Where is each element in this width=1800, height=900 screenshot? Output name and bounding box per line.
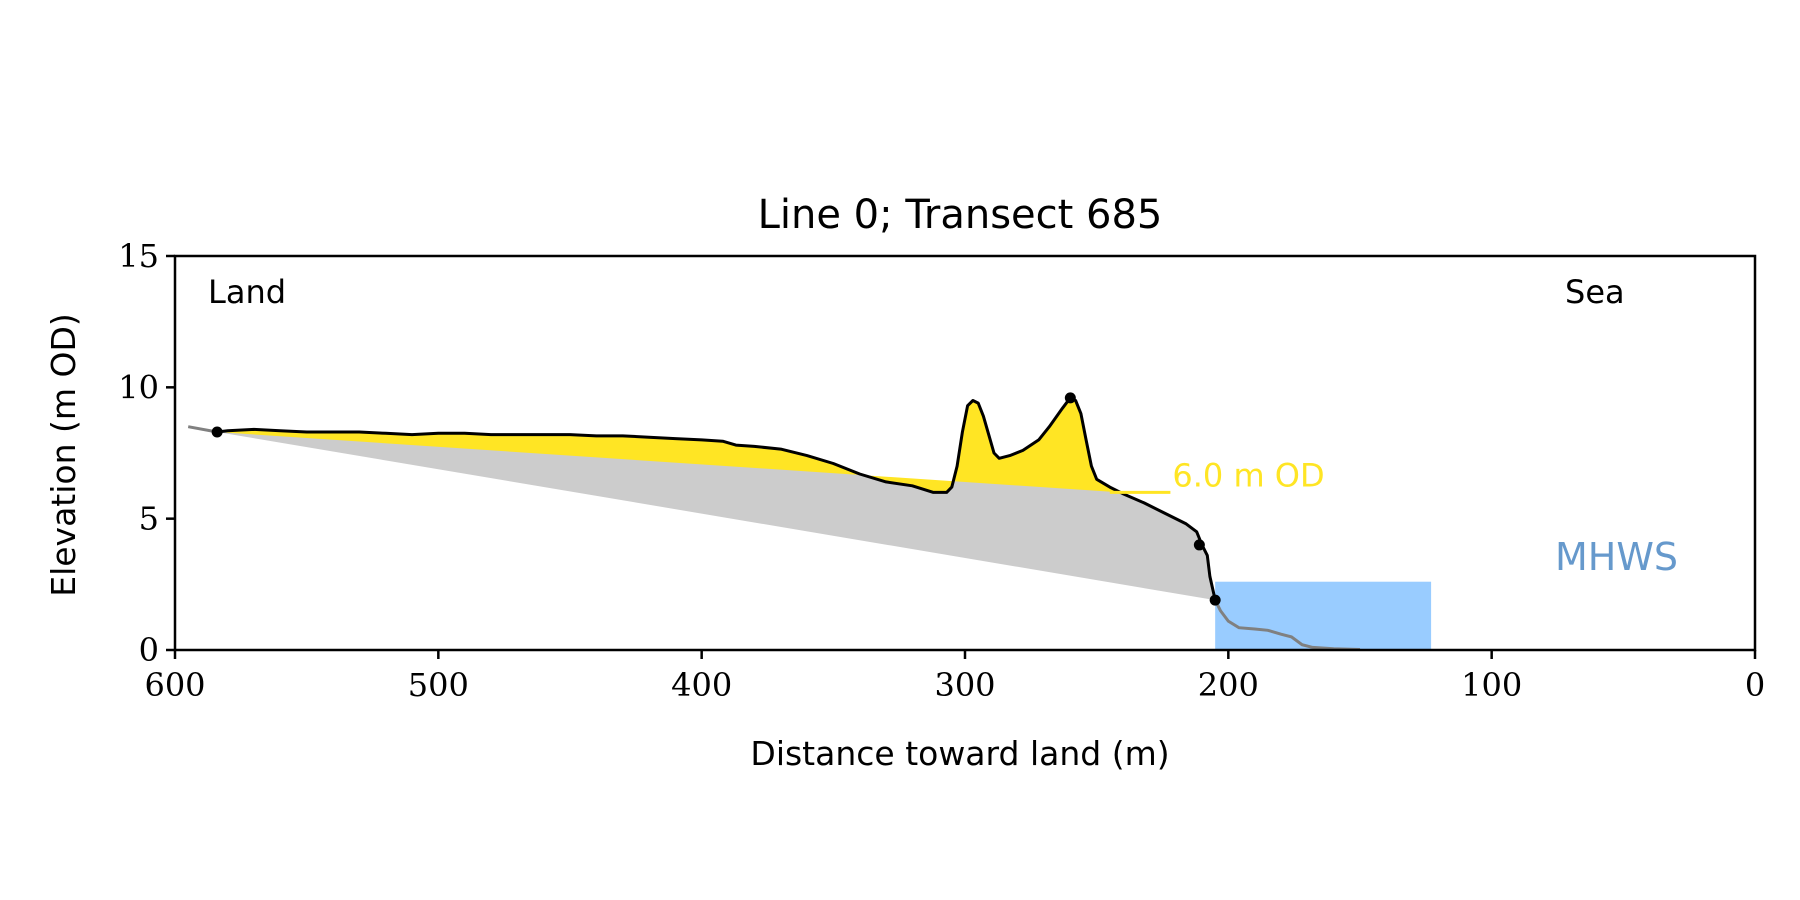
land-label: Land (208, 273, 286, 311)
profile-marker-0 (211, 426, 223, 438)
profile-marker-3 (1209, 594, 1221, 606)
x-tick-label-300: 300 (934, 666, 995, 704)
profile-line (216, 396, 1217, 601)
y-tick-label-10: 10 (118, 368, 159, 406)
y-tick-label-15: 15 (118, 237, 159, 275)
x-tick-label-0: 0 (1745, 666, 1765, 704)
mhws-label: MHWS (1555, 535, 1678, 579)
x-tick-label-100: 100 (1461, 666, 1522, 704)
profile-marker-1 (1064, 392, 1076, 404)
chart-title: Line 0; Transect 685 (758, 192, 1163, 238)
y-axis-label: Elevation (m OD) (44, 313, 83, 597)
x-tick-label-600: 600 (144, 666, 205, 704)
x-tick-label-200: 200 (1198, 666, 1259, 704)
y-tick-label-5: 5 (139, 500, 159, 538)
sea-label: Sea (1565, 273, 1625, 311)
x-tick-label-500: 500 (408, 666, 469, 704)
x-tick-label-400: 400 (671, 666, 732, 704)
x-axis-label: Distance toward land (m) (750, 734, 1169, 773)
threshold-label: 6.0 m OD (1172, 456, 1324, 494)
profile-extension-seaward (1213, 599, 1361, 651)
y-tick-label-0: 0 (139, 631, 159, 669)
plot-area: 6.0 m OD MHWS 600 500 400 300 200 100 0 0 5 10 15 (118, 237, 1765, 704)
dune-fill (217, 397, 1121, 493)
profile-marker-2 (1193, 539, 1205, 551)
water-area (1215, 581, 1432, 650)
